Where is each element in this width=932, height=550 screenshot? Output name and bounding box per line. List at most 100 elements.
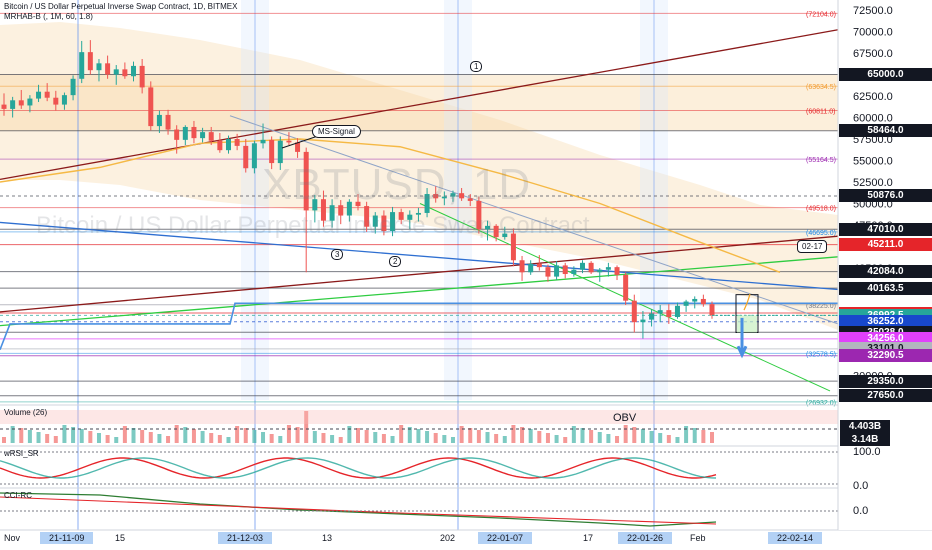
fib-label-2: (60811.0) — [806, 109, 835, 116]
candle-body — [329, 205, 335, 221]
candle-body — [623, 274, 629, 301]
wave-marker-2: 2 — [389, 256, 402, 267]
candle-body — [398, 212, 404, 220]
candle-body — [105, 63, 111, 75]
volume-bar — [666, 435, 671, 443]
y-tick-label-4: 62500.0 — [853, 91, 893, 103]
fib-label-6: (38225.0) — [806, 303, 836, 310]
volume-bar — [2, 437, 6, 443]
volume-bar — [658, 433, 663, 443]
price-tag-1: 58464.0 — [839, 124, 932, 138]
volume-bar — [19, 428, 24, 443]
candle-body — [1, 104, 7, 109]
volume-bar — [450, 437, 455, 443]
x-tick-label-8: 22-01-26 — [618, 532, 673, 544]
fib-label-1: (63634.5) — [806, 84, 836, 91]
wave-marker-3: 3 — [331, 249, 344, 260]
volume-bar — [597, 432, 602, 443]
price-tag-9: 36252.0 — [839, 315, 932, 329]
candle-body — [657, 310, 663, 314]
falling-channel-line — [0, 221, 839, 291]
x-tick-label-1: 21-11-09 — [40, 532, 94, 544]
candle-body — [338, 205, 344, 216]
candle-body — [528, 263, 534, 273]
candle-body — [605, 267, 611, 270]
cci-signal-line — [0, 496, 717, 525]
orange-envelope — [0, 22, 838, 330]
candle-body — [381, 215, 387, 232]
candle-body — [208, 132, 214, 141]
candle-body — [122, 69, 128, 77]
candle-body — [174, 129, 180, 140]
candle-body — [10, 100, 16, 109]
candle-body — [53, 97, 59, 105]
volume-bar — [606, 434, 611, 443]
cci-legend: CCI-RC — [4, 491, 32, 500]
volume-bar — [88, 431, 93, 443]
candle-body — [295, 142, 301, 152]
volume-bar — [312, 431, 317, 443]
candle-body — [571, 269, 577, 275]
candle-body — [390, 212, 396, 232]
volume-bar — [321, 433, 326, 443]
candle-body — [79, 52, 85, 79]
volume-bar — [485, 432, 490, 443]
volume-bar — [174, 425, 179, 443]
volume-bar — [580, 428, 585, 443]
volume-axis-label-1: 3.14B — [840, 433, 890, 446]
volume-bar — [701, 430, 706, 443]
symbol-watermark: XBTUSD, 1D — [262, 160, 532, 209]
candle-body — [554, 265, 560, 277]
candle-body — [510, 233, 516, 261]
volume-bar — [45, 434, 50, 443]
candle-body — [277, 140, 283, 164]
candle-body — [156, 114, 162, 127]
candle-body — [649, 313, 655, 320]
candle-body — [139, 65, 145, 88]
candle-body — [407, 214, 413, 220]
volume-bar — [528, 429, 533, 443]
volume-bar — [589, 430, 594, 443]
projection-fill — [737, 315, 757, 333]
price-tag-11: 34256.0 — [839, 332, 932, 346]
candle-body — [320, 199, 326, 221]
x-tick-label-3: 21-12-03 — [218, 532, 273, 544]
y-tick-label-8: 52500.0 — [853, 177, 893, 189]
description-watermark: Bitcoin / US Dollar Perpetual Inverse Sw… — [36, 212, 590, 239]
candle-body — [251, 143, 257, 169]
price-tag-0: 65000.0 — [839, 68, 932, 81]
volume-bar — [356, 428, 360, 443]
candle-body — [355, 201, 361, 207]
candle-body — [260, 139, 266, 144]
volume-bar — [217, 435, 222, 443]
volume-bar — [433, 433, 438, 443]
wrsi-signal-line — [0, 457, 717, 479]
volume-bar — [537, 431, 542, 443]
volume-bar — [235, 426, 240, 443]
volume-bar — [563, 437, 568, 443]
volume-bar — [191, 429, 196, 443]
volume-bar — [545, 433, 550, 443]
candle-body — [18, 100, 24, 106]
volume-bar — [640, 429, 645, 443]
volume-bar — [148, 432, 153, 443]
volume-bar — [511, 425, 516, 443]
volume-bar — [114, 437, 119, 443]
volume-bar — [476, 430, 481, 443]
volume-axis-label-0: 4.403B — [840, 420, 890, 433]
x-tick-label-0: Nov — [4, 533, 21, 543]
candle-body — [441, 196, 447, 199]
candle-body — [683, 301, 689, 306]
volume-bar — [71, 427, 76, 443]
volume-bar — [96, 433, 101, 443]
fib-label-4: (49518.0) — [806, 206, 836, 213]
candle-body — [269, 139, 275, 164]
candle-body — [225, 139, 231, 151]
wrsi-legend: wRSI_SR — [4, 449, 39, 458]
volume-bar — [632, 427, 637, 443]
candle-body — [286, 140, 292, 143]
volume-bar — [36, 432, 41, 443]
candle-body — [87, 52, 93, 71]
wrsi-line — [0, 457, 717, 479]
